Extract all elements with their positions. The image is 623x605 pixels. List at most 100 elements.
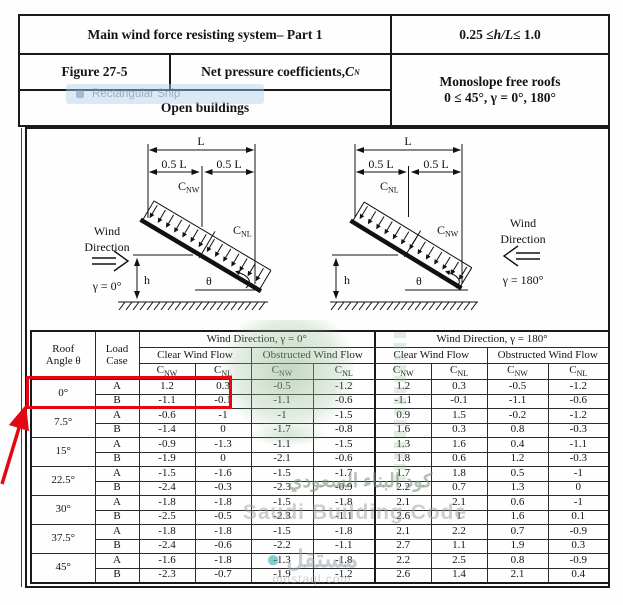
coefficient-value: -1.5: [312, 437, 376, 453]
angle-arc: [445, 270, 460, 289]
coefficient-value: 1: [430, 509, 488, 525]
dim-label-L: L: [404, 134, 411, 148]
table-row: 30° A -1.8 -1.8 -1.5 -1.8 2.1 2.1 0.6 -1: [30, 495, 610, 525]
coefficient-value: -1: [547, 466, 610, 482]
coefficient-value: -0.6: [547, 393, 610, 409]
table-row: B -2.3 -0.7 -1.9 -1.2 2.6 1.4 2.1 0.4: [31, 567, 610, 584]
coefficient-value: 0.3: [547, 538, 610, 554]
coeff-cnl-label: CNL: [380, 179, 399, 195]
coefficient-value: 2.1: [374, 524, 432, 540]
roof-angle-cell: 7.5°: [30, 408, 96, 438]
coefficient-value: 0.8: [486, 553, 549, 569]
building-type: Open buildings: [20, 89, 390, 125]
coefficient-value: -1.8: [194, 495, 252, 511]
coefficient-value: -0.3: [547, 451, 610, 467]
coefficient-value: -2.4: [138, 480, 196, 496]
coefficient-value: -1.9: [138, 451, 196, 467]
table-row: B -2.5 -0.5 -2.3 -1.1 2.6 1 1.6 0.1: [31, 509, 610, 525]
coefficient-value: -1.5: [312, 408, 376, 424]
load-case-cell: B: [94, 509, 140, 525]
wind-direction-word2: Direction: [84, 240, 129, 254]
load-case-cell: B: [94, 567, 140, 584]
coefficient-value: -1.5: [138, 466, 196, 482]
h-over-l-range: 0.25 ≤ h/L ≤ 1.0: [390, 16, 608, 53]
coefficient-value: 0.9: [374, 408, 432, 424]
coefficient-value: 1.1: [430, 538, 488, 554]
angle-theta-label: θ: [206, 274, 212, 288]
coefficient-value: -0.1: [430, 393, 488, 409]
coefficient-value: -0.6: [194, 538, 252, 554]
dim-label-half-L-right: 0.5 L: [216, 157, 241, 171]
coefficient-value: 1.9: [486, 538, 549, 554]
coefficient-value: 1.3: [374, 437, 432, 453]
col-header-load-case: Load Case: [94, 330, 140, 380]
coefficient-value: 0.3: [430, 422, 488, 438]
coeff-cnl-label: CNL: [233, 223, 252, 239]
dim-label-half-L-left: 0.5 L: [161, 157, 186, 171]
angle-arc: [235, 270, 250, 289]
wind-direction-word1: Wind: [510, 216, 536, 230]
wind-arrow-left-icon: [502, 245, 540, 267]
coefficient-value: -0.5: [194, 509, 252, 525]
coefficient-value: -1.1: [250, 437, 314, 453]
coefficient-value: 0.8: [486, 422, 549, 438]
coefficient-value: -1.6: [194, 466, 252, 482]
coefficient-value: 1.2: [374, 379, 432, 395]
coefficient-value: 2.6: [374, 509, 432, 525]
coefficient-value: 1.6: [374, 422, 432, 438]
coefficient-value: 0.7: [430, 480, 488, 496]
dim-label-half-L-left: 0.5 L: [368, 157, 393, 171]
coeff-cnw-label: CNW: [437, 223, 459, 239]
coefficient-value: -0.3: [194, 480, 252, 496]
coefficient-value: -1: [250, 408, 314, 424]
coefficient-value: -0.8: [312, 422, 376, 438]
coefficient-value: -1.5: [250, 524, 314, 540]
load-case-cell: A: [94, 408, 140, 424]
coefficient-value: -0.9: [547, 524, 610, 540]
coefficient-value: 2.5: [430, 553, 488, 569]
scan-border-line: [21, 128, 22, 587]
coefficient-value: 2.7: [374, 538, 432, 554]
load-case-cell: A: [94, 495, 140, 511]
roof-type: Monoslope free roofs: [439, 74, 561, 89]
coefficient-value: -1.8: [138, 495, 196, 511]
coefficient-value: -1: [194, 408, 252, 424]
coefficient-value: 0: [194, 422, 252, 438]
coefficient-value: 0.1: [547, 509, 610, 525]
table-row: 37.5° A -1.8 -1.8 -1.5 -1.8 2.1 2.2 0.7 -0.9: [30, 524, 610, 554]
coefficient-value: -1.8: [194, 524, 252, 540]
coefficient-value: -2.3: [250, 509, 314, 525]
col-header-cnw: CNW: [486, 363, 549, 380]
coefficient-value: -1.8: [312, 524, 376, 540]
coefficient-value: -2.3: [250, 480, 314, 496]
snip-icon: [76, 90, 84, 98]
table-row: B -1.9 0 -2.1 -0.6 1.8 0.6 1.2 -0.3: [31, 451, 610, 467]
coefficient-value: -1.1: [374, 393, 432, 409]
coefficient-value: -0.6: [312, 451, 376, 467]
height-label: h: [144, 273, 150, 287]
dim-label-L: L: [197, 134, 204, 148]
coefficient-value: 2.2: [374, 553, 432, 569]
col-header-roof-angle: Roof Angle θ: [30, 330, 96, 380]
highlight-arrow-annotation: [0, 404, 29, 485]
wind-direction-word2: Direction: [500, 232, 545, 246]
coefficient-value: 2.1: [374, 495, 432, 511]
col-header-cnl: CNL: [547, 363, 610, 380]
coefficient-value: 0.3: [430, 379, 488, 395]
col-header-cnl: CNL: [430, 363, 488, 380]
coefficient-value: 0.7: [486, 524, 549, 540]
coefficient-value: -1.8: [138, 524, 196, 540]
wind-arrow-right-icon: [92, 250, 130, 272]
coefficient-value: 1.2: [486, 451, 549, 467]
coefficient-value: -2.1: [250, 451, 314, 467]
load-case-cell: A: [94, 524, 140, 540]
coefficient-value: 1.8: [430, 466, 488, 482]
coefficient-value: -1.1: [547, 437, 610, 453]
col-header-clear-180: Clear Wind Flow: [374, 347, 488, 364]
load-case-cell: B: [94, 422, 140, 438]
coefficient-value: 0: [547, 480, 610, 496]
load-case-cell: B: [94, 451, 140, 467]
table-row: B -2.4 -0.3 -2.3 -0.9 2.2 0.7 1.3 0: [31, 480, 610, 496]
coefficient-value: -1.7: [250, 422, 314, 438]
